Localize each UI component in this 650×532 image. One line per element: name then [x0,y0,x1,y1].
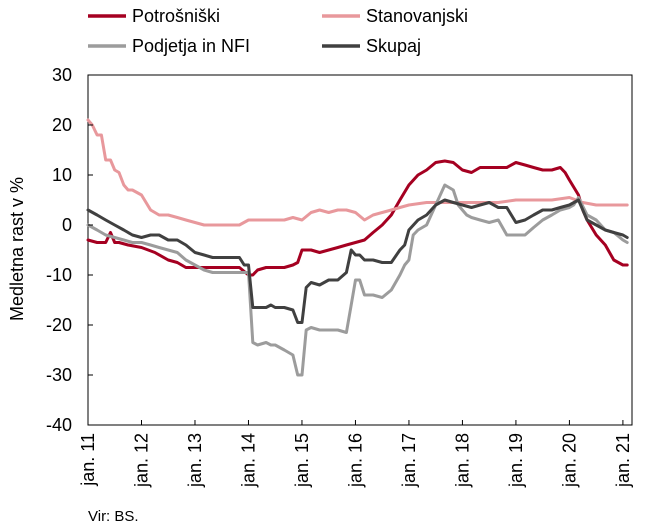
y-axis-label: Medletna rast v % [7,177,27,321]
series-line-stanovanjski [86,118,629,227]
series-line-podjetja-in-nfi [86,183,629,377]
y-axis: 30 20 10 0 -10 -20 -30 -40 [46,65,93,435]
legend-label-potrosniski: Potrošniški [132,6,220,26]
x-tick-label: jan. 16 [345,433,365,488]
y-tick-label: 20 [52,115,72,135]
x-tick-label: jan. 20 [559,433,579,488]
y-tick-label: -30 [46,365,72,385]
y-tick-label: -10 [46,265,72,285]
plot-frame [87,74,633,426]
x-tick-label: jan. 18 [452,433,472,488]
x-tick-label: jan. 13 [185,433,205,488]
y-tick-label: 0 [62,215,72,235]
y-tick-label: 10 [52,165,72,185]
series-line-potrosniski [86,159,629,277]
x-tick-label: jan. 19 [506,433,526,488]
source-note: Vir: BS. [88,508,139,525]
x-tick-label: jan. 12 [131,433,151,488]
chart-legend: Potrošniški Stanovanjski Podjetja in NFI Sk… [88,6,468,56]
x-tick-label: jan. 17 [399,433,419,488]
x-tick-label: jan. 14 [238,433,258,488]
x-tick-label: jan. 21 [613,433,633,488]
x-axis: jan. 11 jan. 12 jan. 13 jan. 14 jan. 15 jan. … [78,420,633,488]
x-tick-label: jan. 11 [78,433,98,487]
y-tick-label: -40 [46,415,72,435]
legend-label-stanovanjski: Stanovanjski [366,6,468,26]
plot-area [86,74,633,426]
y-tick-label: -20 [46,315,72,335]
series-line-skupaj [86,198,629,324]
legend-label-podjetja-in-nfi: Podjetja in NFI [132,36,250,56]
x-tick-label: jan. 15 [292,433,312,488]
legend-label-skupaj: Skupaj [366,36,421,56]
y-tick-label: 30 [52,65,72,85]
